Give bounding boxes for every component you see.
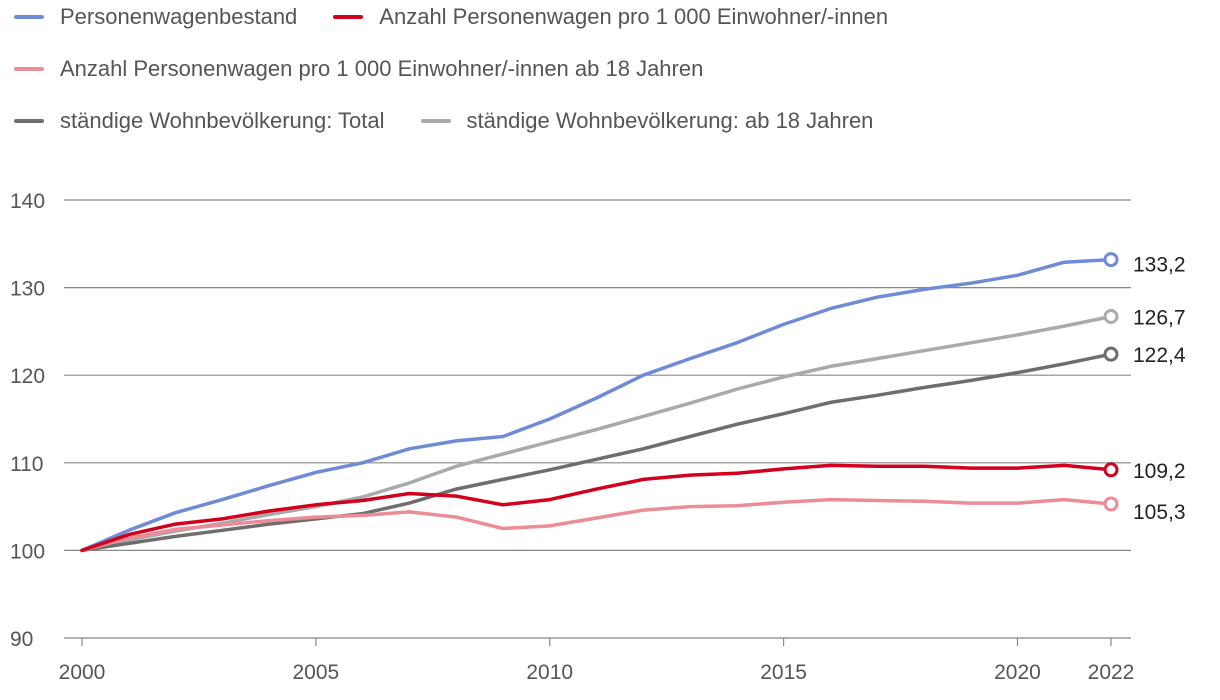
legend-item-pw-pro-1000-ab-18[interactable]: Anzahl Personenwagen pro 1 000 Einwohner… [14,56,703,82]
legend-item-bevoelkerung-ab-18[interactable]: ständige Wohnbevölkerung: ab 18 Jahren [420,108,874,134]
legend-item-pw-pro-1000[interactable]: Anzahl Personenwagen pro 1 000 Einwohner… [333,4,888,30]
series-line-2 [80,497,1113,553]
legend-label: ständige Wohnbevölkerung: Total [60,108,385,133]
series-end-label: 109,2 [1133,460,1186,483]
y-tick-label: 110 [10,453,43,476]
legend-row-1: Personenwagenbestand Anzahl Personenwage… [14,4,924,30]
y-tick-label: 100 [10,540,45,563]
series-end-label: 105,3 [1133,501,1186,524]
x-tick-label: 2005 [293,661,340,684]
series-line-1 [80,463,1113,553]
legend-swatch-icon [420,119,451,123]
y-tick-label: 120 [10,365,45,388]
series-end-marker [1103,346,1119,362]
legend-item-personenwagenbestand[interactable]: Personenwagenbestand [14,4,297,30]
series-end-marker [1103,309,1119,325]
x-tick-label: 2010 [526,661,573,684]
y-tick-label: 130 [10,278,45,301]
series-end-marker [1103,462,1119,478]
series-end-marker [1103,252,1119,268]
series-line-3 [80,352,1113,553]
series-end-marker [1103,496,1119,512]
series-line-4 [80,314,1113,553]
legend-label: Anzahl Personenwagen pro 1 000 Einwohner… [379,4,889,29]
legend-swatch-icon [14,119,44,123]
y-tick-label: 140 [10,190,45,213]
x-tick-label: 2000 [59,661,106,684]
x-tick-label: 2022 [1088,661,1135,684]
legend-swatch-icon [333,15,364,19]
chart-legend: Personenwagenbestand Anzahl Personenwage… [0,0,1220,150]
series-line-0 [80,257,1113,553]
x-tick-label: 2020 [994,661,1041,684]
legend-label: ständige Wohnbevölkerung: ab 18 Jahren [466,108,874,133]
y-tick-label: 90 [10,628,33,651]
legend-row-3: ständige Wohnbevölkerung: Total ständige… [14,108,909,134]
legend-label: Personenwagenbestand [60,4,298,29]
x-tick-label: 2015 [760,661,807,684]
legend-item-bevoelkerung-total[interactable]: ständige Wohnbevölkerung: Total [14,108,385,134]
legend-label: Anzahl Personenwagen pro 1 000 Einwohner… [60,56,704,81]
legend-swatch-icon [14,15,44,19]
legend-row-2: Anzahl Personenwagen pro 1 000 Einwohner… [14,56,739,82]
series-end-label: 126,7 [1133,307,1186,330]
series-end-label: 133,2 [1133,254,1186,277]
series-end-label: 122,4 [1133,344,1186,367]
legend-swatch-icon [14,67,44,71]
